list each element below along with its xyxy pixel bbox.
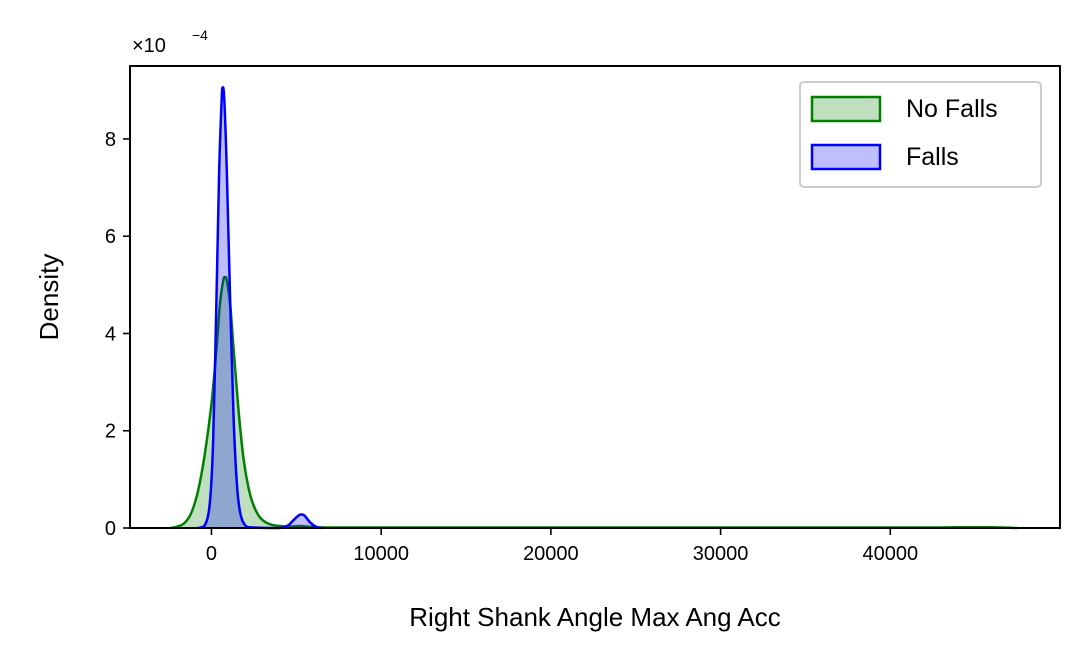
legend: No Falls Falls [799, 81, 1042, 188]
y-tick-label: 8 [105, 129, 116, 151]
series-line-falls [197, 86, 324, 530]
y-tick-label: 6 [105, 226, 116, 248]
y-tick-label: 0 [105, 518, 116, 540]
x-tick-label: 30000 [693, 543, 749, 565]
x-tick-label: 40000 [862, 543, 918, 565]
x-tick-label: 10000 [353, 543, 409, 565]
y-axis-label: Density [34, 254, 64, 341]
y-tick-label: 4 [105, 323, 116, 345]
y-tick-label: 2 [105, 421, 116, 443]
legend-label-no-falls: No Falls [906, 95, 998, 123]
y-axis-offset-text: ×10 −4 [132, 27, 208, 57]
x-tick-label: 0 [206, 543, 217, 565]
y-offset-exponent: −4 [192, 27, 208, 43]
x-axis-label: Right Shank Angle Max Ang Acc [409, 602, 780, 632]
x-axis-ticks: 0 10000 20000 30000 40000 [206, 528, 918, 565]
series-area-falls [197, 87, 324, 528]
y-axis-ticks: 0 2 4 6 8 [105, 129, 130, 540]
x-tick-label: 20000 [523, 543, 579, 565]
legend-box [799, 81, 1042, 188]
legend-swatch-falls [810, 143, 882, 171]
y-offset-base: ×10 [132, 35, 166, 57]
legend-swatch-no-falls [810, 95, 882, 123]
plot-frame [129, 65, 1061, 529]
legend-label-falls: Falls [906, 143, 959, 171]
